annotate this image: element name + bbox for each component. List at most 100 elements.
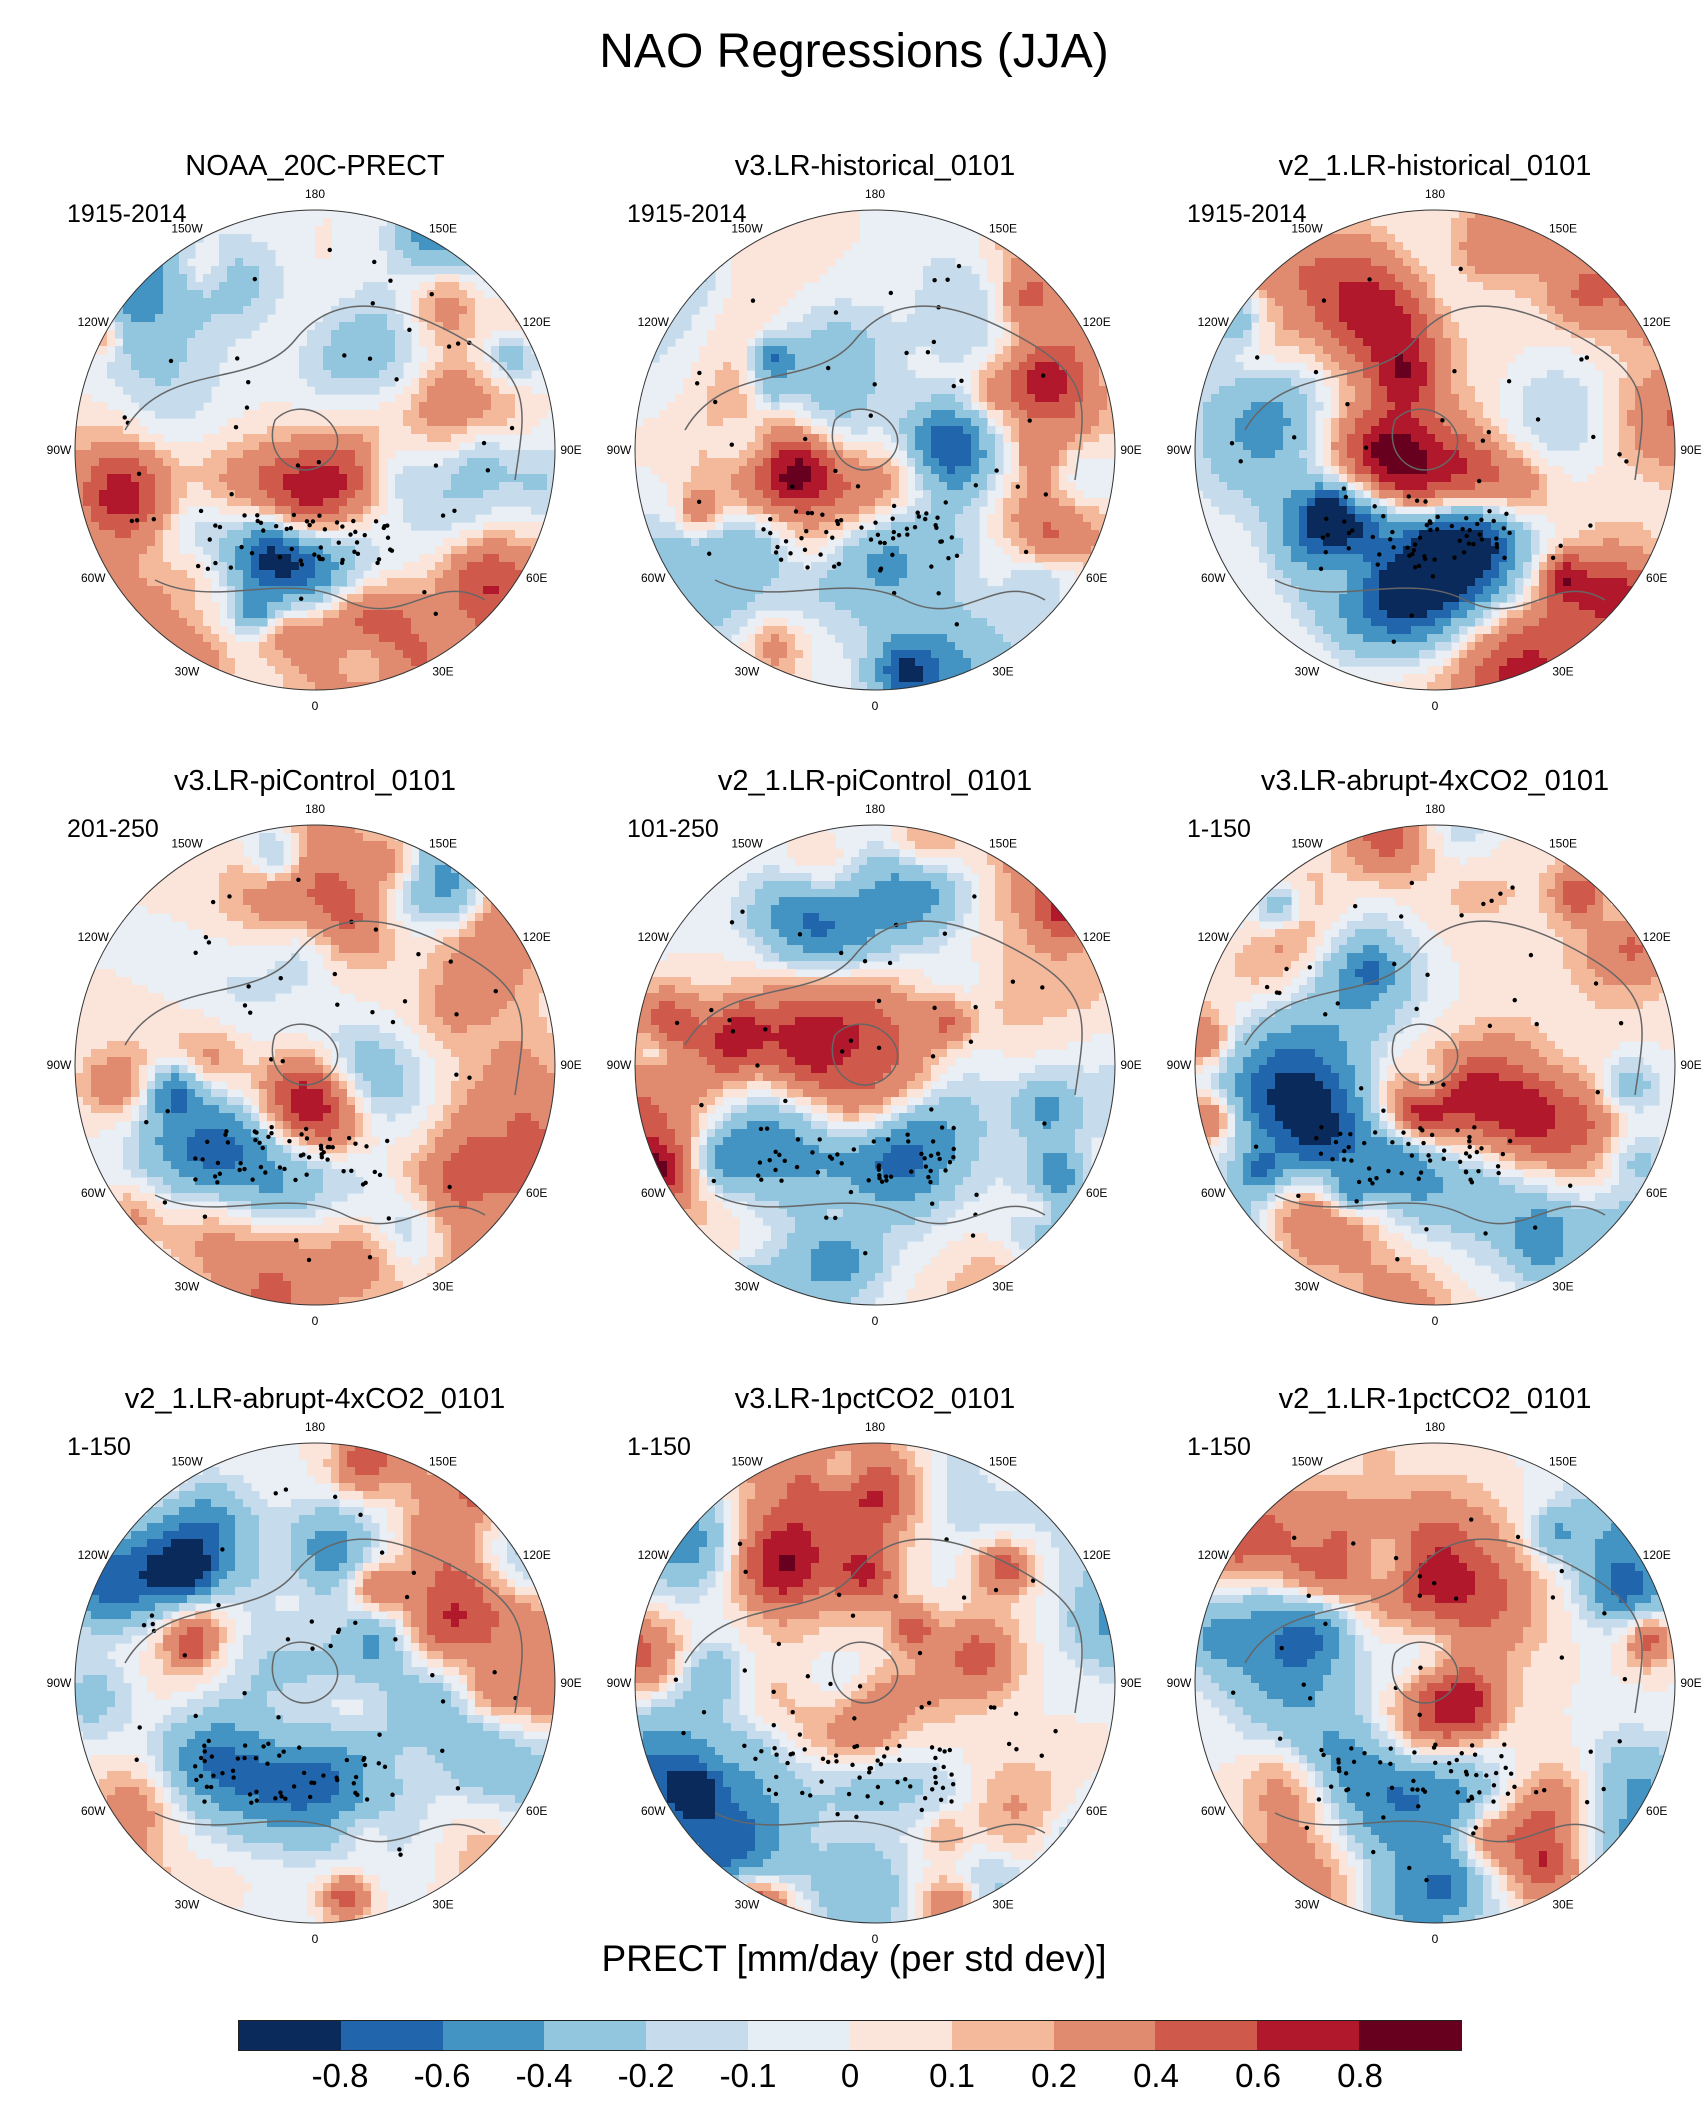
field-cell <box>803 546 812 555</box>
field-cell <box>419 626 428 635</box>
field-cell <box>347 410 356 419</box>
field-cell <box>1027 538 1036 547</box>
field-cell <box>939 602 948 611</box>
field-cell <box>379 442 388 451</box>
field-cell <box>259 650 268 659</box>
field-cell <box>1011 602 1020 611</box>
field-cell <box>355 490 364 499</box>
field-cell <box>675 594 684 603</box>
field-cell <box>963 482 972 491</box>
field-cell <box>771 618 780 627</box>
field-cell <box>403 242 412 251</box>
field-cell <box>443 282 452 291</box>
field-cell <box>1043 298 1052 307</box>
panel-period: 1915-2014 <box>67 200 187 229</box>
field-cell <box>211 362 220 371</box>
field-cell <box>643 442 652 451</box>
field-cell <box>211 610 220 619</box>
field-cell <box>787 354 796 363</box>
field-cell <box>795 274 804 283</box>
field-cell <box>787 642 796 651</box>
field-cell <box>755 250 764 259</box>
field-cell <box>451 578 460 587</box>
field-cell <box>939 466 948 475</box>
field-cell <box>987 610 996 619</box>
field-cell <box>1059 546 1068 555</box>
field-cell <box>419 602 428 611</box>
field-cell <box>923 506 932 515</box>
field-cell <box>387 298 396 307</box>
field-cell <box>235 242 244 251</box>
field-cell <box>419 226 428 235</box>
field-cell <box>859 378 868 387</box>
field-cell <box>99 522 108 531</box>
field-cell <box>443 498 452 507</box>
field-cell <box>1067 314 1076 323</box>
field-cell <box>379 666 388 675</box>
field-cell <box>147 354 156 363</box>
field-cell <box>763 474 772 483</box>
field-cell <box>131 322 140 331</box>
field-cell <box>1035 266 1044 275</box>
field-cell <box>235 258 244 267</box>
field-cell <box>347 642 356 651</box>
field-cell <box>699 362 708 371</box>
field-cell <box>787 330 796 339</box>
field-cell <box>859 514 868 523</box>
field-cell <box>387 578 396 587</box>
field-cell <box>987 586 996 595</box>
longitude-label: 150E <box>429 221 457 235</box>
field-cell <box>131 538 140 547</box>
field-cell <box>923 442 932 451</box>
field-cell <box>235 314 244 323</box>
field-cell <box>691 522 700 531</box>
field-cell <box>83 466 92 475</box>
field-cell <box>403 418 412 427</box>
field-cell <box>1059 330 1068 339</box>
field-cell <box>467 394 476 403</box>
field-cell <box>1035 298 1044 307</box>
field-cell <box>171 306 180 315</box>
field-cell <box>1051 514 1060 523</box>
field-cell <box>443 306 452 315</box>
field-cell <box>835 458 844 467</box>
field-cell <box>539 410 548 419</box>
field-cell <box>1075 554 1084 563</box>
field-cell <box>971 546 980 555</box>
field-cell <box>1011 610 1020 619</box>
field-cell <box>851 466 860 475</box>
field-cell <box>147 450 156 459</box>
field-cell <box>931 634 940 643</box>
field-cell <box>347 330 356 339</box>
field-cell <box>747 314 756 323</box>
field-cell <box>251 442 260 451</box>
field-cell <box>763 418 772 427</box>
field-cell <box>459 466 468 475</box>
field-cell <box>299 658 308 667</box>
field-cell <box>491 410 500 419</box>
field-cell <box>731 450 740 459</box>
field-cell <box>779 658 788 667</box>
field-cell <box>915 482 924 491</box>
field-cell <box>755 474 764 483</box>
field-cell <box>707 274 716 283</box>
field-cell <box>707 498 716 507</box>
field-cell <box>379 338 388 347</box>
field-cell <box>787 442 796 451</box>
field-cell <box>243 242 252 251</box>
field-cell <box>779 234 788 243</box>
field-cell <box>859 354 868 363</box>
field-cell <box>731 330 740 339</box>
field-cell <box>243 602 252 611</box>
field-cell <box>795 658 804 667</box>
field-cell <box>451 282 460 291</box>
field-cell <box>803 610 812 619</box>
field-cell <box>171 562 180 571</box>
field-cell <box>923 514 932 523</box>
field-cell <box>443 562 452 571</box>
field-cell <box>83 418 92 427</box>
field-cell <box>651 338 660 347</box>
field-cell <box>147 602 156 611</box>
field-cell <box>419 338 428 347</box>
field-cell <box>131 434 140 443</box>
